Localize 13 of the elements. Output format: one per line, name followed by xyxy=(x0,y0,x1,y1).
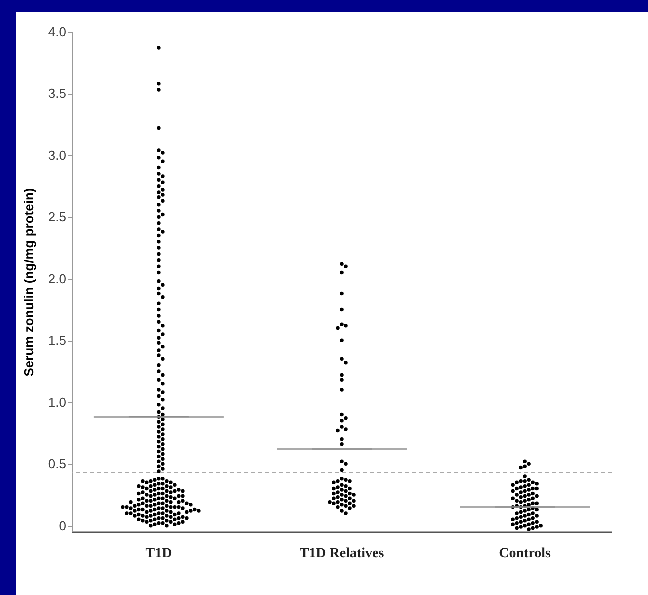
x-tick-label: T1D Relatives xyxy=(300,546,385,562)
y-tick-label: 0.5 xyxy=(48,456,66,472)
y-tick-label: 1.5 xyxy=(48,333,66,348)
x-tick-label: Controls xyxy=(499,546,552,562)
y-tick-label: 2.5 xyxy=(48,210,66,225)
y-tick-label: 2.0 xyxy=(48,271,66,286)
y-tick-label: 4.0 xyxy=(48,24,66,40)
y-axis-title: Serum zonulin (ng/mg protein) xyxy=(21,188,36,377)
y-tick-label: 3.5 xyxy=(48,86,66,102)
x-tick-label: T1D xyxy=(146,546,172,562)
y-tick-label: 0 xyxy=(59,518,66,534)
y-tick-label: 3.0 xyxy=(48,148,66,163)
y-tick-label: 1.0 xyxy=(48,394,66,410)
